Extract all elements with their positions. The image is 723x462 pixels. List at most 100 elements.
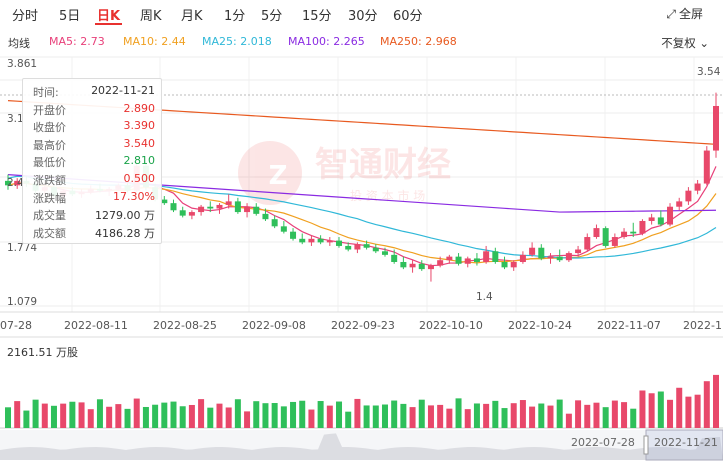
candle-body (575, 249, 582, 254)
candle (547, 253, 554, 264)
volume-bar (317, 401, 324, 428)
volume-bar (179, 406, 186, 428)
volume-bar (142, 406, 149, 428)
candle (418, 260, 425, 271)
candle (694, 179, 701, 195)
volume-bar (161, 402, 168, 428)
tooltip-row: 开盘价 2.890 (33, 102, 155, 120)
candle (308, 235, 315, 246)
volume-bar (648, 393, 655, 428)
candle-body (492, 251, 499, 262)
candle-body (501, 261, 508, 268)
candle (372, 244, 379, 254)
candle (225, 194, 232, 209)
tab-8[interactable]: 30分 (348, 9, 378, 24)
candle-body (188, 212, 195, 216)
ma100-value: MA100: 2.265 (288, 35, 365, 48)
ma10-value: MA10: 2.44 (123, 35, 186, 48)
candle-body (372, 247, 379, 252)
candle (529, 242, 536, 257)
tooltip-row: 最低价 2.810 (33, 154, 155, 172)
volume-bar (234, 399, 241, 428)
candle (464, 256, 471, 268)
volume-bar (152, 404, 159, 428)
volume-bar (106, 406, 113, 428)
volume-bar (14, 401, 21, 428)
tab-7[interactable]: 15分 (302, 9, 332, 24)
date-axis-label: 2022-10-10 (419, 319, 483, 332)
candle-body (409, 263, 416, 268)
volume-bar (621, 402, 628, 428)
candle (317, 235, 324, 245)
candle-body (225, 201, 232, 205)
candle (216, 203, 223, 214)
tooltip-value: 3.540 (123, 136, 156, 150)
candle (409, 260, 416, 273)
candle (427, 263, 434, 282)
candle-body (14, 180, 21, 186)
volume-bar (409, 407, 416, 428)
tab-1[interactable]: 5日 (59, 9, 81, 24)
tab-0[interactable]: 分时 (12, 9, 39, 24)
volume-bar (501, 408, 508, 428)
volume-bar (519, 400, 526, 428)
candle-body (280, 226, 287, 232)
tooltip-row: 成交量 1279.00 万 (33, 207, 155, 225)
tab-6[interactable]: 5分 (261, 9, 283, 24)
candle-body (483, 251, 490, 262)
volume-bar (657, 391, 664, 428)
tooltip-value: 2.890 (123, 101, 156, 115)
candle-body (630, 231, 637, 234)
candle-body (519, 254, 526, 262)
candle (262, 208, 269, 221)
tooltip-row: 涨跌幅 17.30% (33, 190, 155, 208)
tooltip-key: 最高价 (33, 138, 66, 152)
grid (0, 56, 723, 429)
candle (5, 174, 11, 190)
tab-5[interactable]: 1分 (224, 9, 246, 24)
tab-2[interactable]: 日K (97, 9, 121, 24)
candle-body (391, 254, 398, 262)
ma-legend: 均线 MA5: 2.73 MA10: 2.44 MA25: 2.018 MA10… (0, 32, 723, 52)
tooltip-key: 最低价 (33, 156, 66, 170)
candle (253, 203, 260, 216)
fullscreen-button[interactable]: ⤢ 全屏 (666, 7, 703, 21)
volume-bar (483, 403, 490, 428)
candle (713, 92, 719, 158)
tooltip-value: 1279.00 万 (95, 209, 155, 223)
candle-body (400, 261, 407, 268)
volume-bar (225, 407, 232, 428)
candle-body (473, 258, 480, 262)
navigator-handle[interactable] (643, 435, 649, 455)
volume-bar (188, 404, 195, 428)
volume-bar (308, 409, 315, 428)
volume-bar (133, 398, 140, 428)
tooltip-row: 成交额 4186.28 万 (33, 225, 155, 243)
kline-chart[interactable]: Z 智通财经 投 资 本 市 场 (0, 52, 723, 462)
tab-3[interactable]: 周K (140, 9, 162, 24)
tab-4[interactable]: 月K (181, 9, 203, 24)
candle (437, 256, 444, 268)
candle (510, 260, 517, 271)
volume-bar (547, 405, 554, 428)
range-end: 2022-11-21 (654, 436, 718, 449)
tab-9[interactable]: 60分 (393, 9, 423, 24)
candle (519, 251, 526, 264)
candle-body (547, 256, 554, 259)
candle-body (464, 258, 471, 264)
volume-bar (69, 401, 76, 428)
candle-body (556, 256, 563, 261)
candle (473, 253, 480, 266)
navigator-selection[interactable] (645, 429, 723, 461)
candle (621, 228, 628, 239)
volume-bar (667, 399, 674, 428)
candle (685, 187, 692, 205)
adjust-dropdown[interactable]: 不复权 ⌄ (661, 36, 709, 50)
active-tab-underline (95, 23, 122, 25)
range-navigator[interactable] (0, 429, 723, 461)
volume-bar (427, 405, 434, 428)
candle-body (446, 256, 453, 261)
volume-bar (676, 387, 683, 428)
candle-body (565, 253, 572, 261)
candle (593, 224, 600, 239)
